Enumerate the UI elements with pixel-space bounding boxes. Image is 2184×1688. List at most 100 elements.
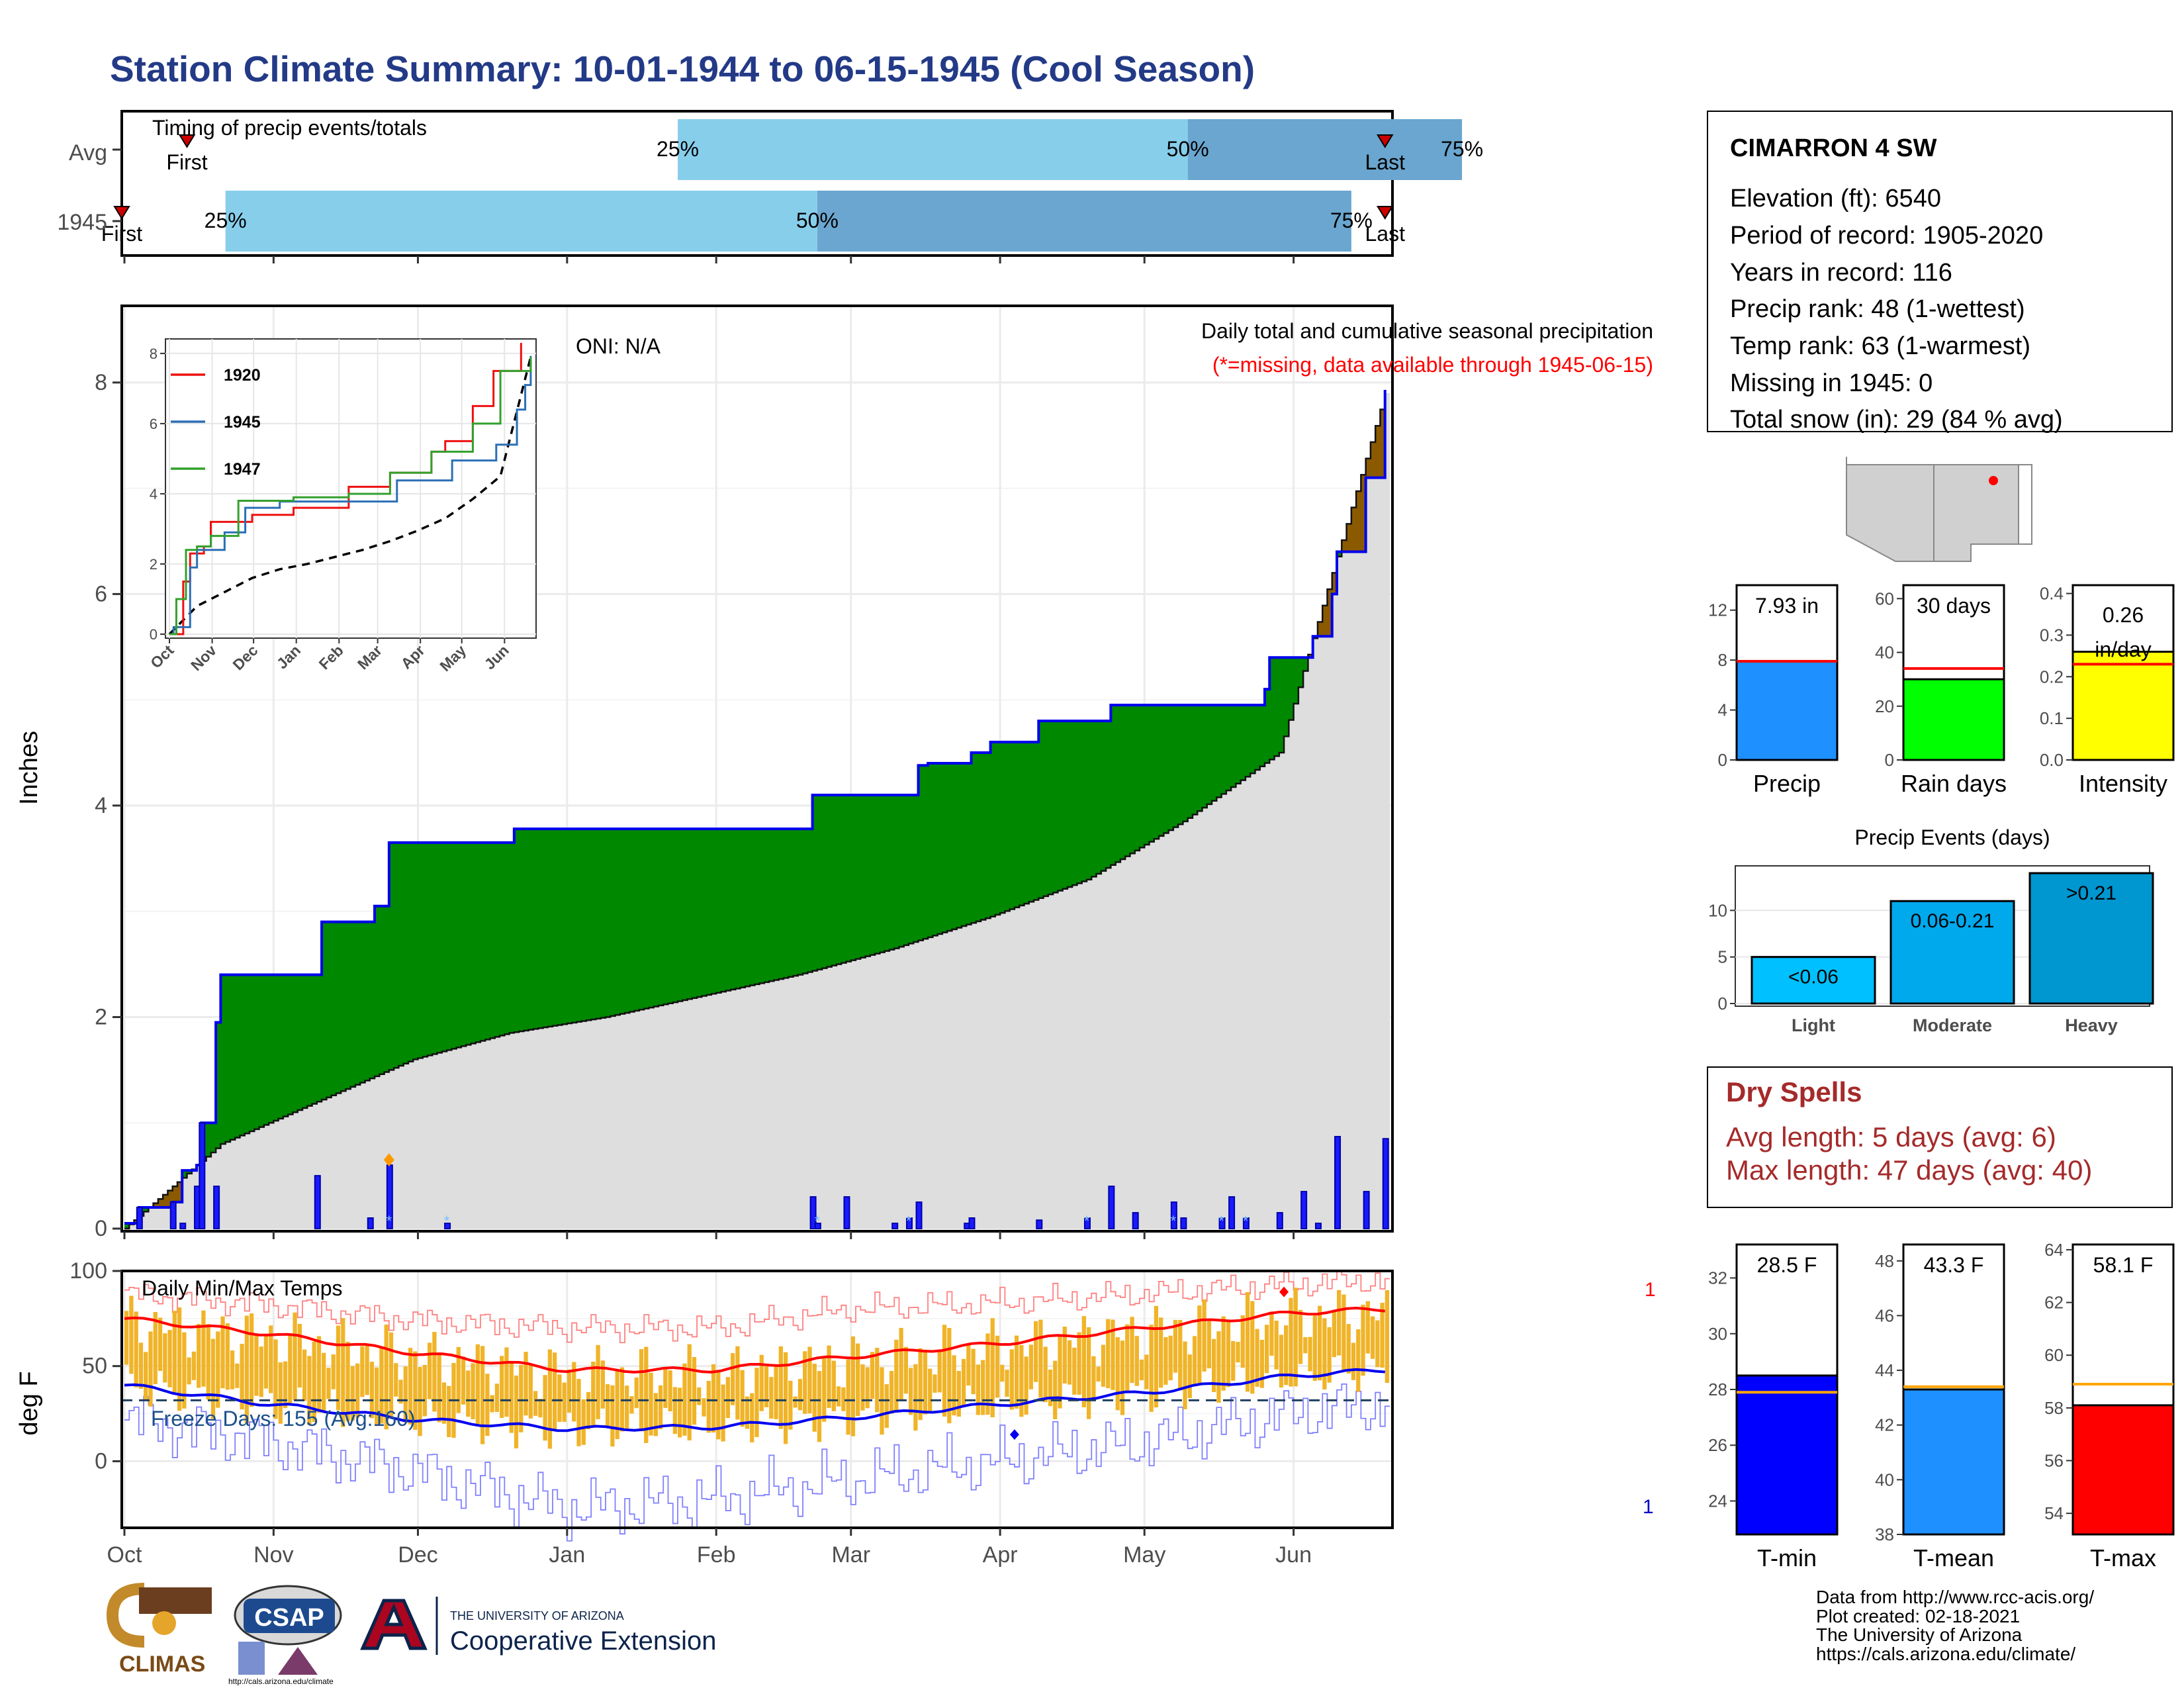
daily-temp-range-bar (293, 1312, 297, 1400)
events-title: Precip Events (days) (1854, 825, 2050, 849)
surplus-segment (1101, 721, 1107, 871)
surplus-segment (1226, 705, 1232, 791)
daily-precip-bar (968, 1217, 976, 1229)
daily-temp-range-bar (1197, 1305, 1202, 1385)
station-name: CIMARRON 4 SW (1730, 134, 1937, 162)
daily-temp-range-bar (1014, 1335, 1019, 1409)
surplus-segment (778, 829, 784, 979)
surplus-segment (1086, 721, 1092, 880)
daily-temp-range-bar (629, 1396, 634, 1414)
surplus-segment (956, 763, 962, 928)
surplus-segment (1264, 689, 1270, 763)
deficit-segment (1365, 458, 1371, 478)
temp-x-tick: Jun (1275, 1542, 1312, 1568)
daily-temp-range-bar (678, 1387, 682, 1438)
surplus-segment (1231, 705, 1236, 787)
daily-temp-range-bar (500, 1356, 504, 1419)
daily-temp-range-bar (1337, 1289, 1342, 1356)
page-title: Station Climate Summary: 10-01-1944 to 0… (110, 48, 1255, 89)
surplus-segment (1120, 705, 1126, 860)
station-location-marker (1989, 476, 1998, 485)
daily-precip-bar (906, 1217, 913, 1229)
dry-spells-max: Max length: 47 days (avg: 40) (1726, 1154, 2092, 1186)
temp-panel: 0 50 100 Oct Nov Dec Jan Feb Mar Apr May Jun deg F… (15, 1258, 1656, 1568)
daily-temp-range-bar (567, 1369, 572, 1413)
timing-panel: 25% 50% 75% First Last 25% 50% 75% First Last Tim… (57, 110, 1483, 263)
temp-bar-tick: 30 (1708, 1324, 1727, 1344)
daily-temp-range-bar (509, 1364, 514, 1433)
ua-a-icon (360, 1599, 428, 1650)
daily-temp-range-bar (586, 1391, 591, 1430)
daily-temp-range-bar (124, 1311, 129, 1365)
inset-legend-label: 1947 (224, 460, 261, 479)
daily-temp-range-bar (441, 1382, 447, 1424)
daily-temp-range-bar (350, 1366, 355, 1421)
daily-precip-bar (367, 1217, 374, 1229)
timing-first-marker (178, 134, 196, 148)
surplus-segment (225, 974, 231, 1142)
daily-temp-range-bar (1000, 1364, 1005, 1382)
surplus-segment (1250, 705, 1255, 774)
daily-temp-range-bar (797, 1379, 803, 1411)
record-high-count: 1 (1645, 1279, 1656, 1301)
daily-temp-range-bar (1327, 1327, 1332, 1383)
daily-temp-range-bar (995, 1335, 1000, 1398)
surplus-segment (475, 842, 481, 1043)
surplus-segment (1072, 721, 1077, 886)
temp-x-tick: Apr (983, 1542, 1018, 1568)
daily-precip-bar (169, 1201, 177, 1230)
surplus-segment (913, 794, 919, 943)
deficit-segment (153, 1203, 159, 1208)
timing-label-50: 50% (1167, 137, 1209, 161)
temp-bar-tick: 42 (1875, 1415, 1894, 1435)
daily-temp-range-bar (625, 1385, 629, 1430)
surplus-segment (1293, 657, 1299, 704)
temp-bar-value-label: 43.3 F (1924, 1253, 1984, 1277)
daily-temp-range-bar (1259, 1340, 1264, 1388)
map-edges (1846, 457, 2032, 545)
snow-marker: * (1171, 1213, 1177, 1229)
daily-temp-range-bar (903, 1346, 909, 1394)
daily-temp-range-bar (716, 1371, 721, 1440)
temp-bar-tick: 24 (1708, 1491, 1727, 1511)
surplus-segment (124, 1223, 130, 1229)
temp-heading: Daily Min/Max Temps (142, 1276, 342, 1300)
mini-bar-value-label: 0.26 (2103, 603, 2144, 627)
daily-temp-range-bar (259, 1346, 263, 1397)
daily-temp-range-bar (187, 1357, 191, 1385)
station-snow: Total snow (in): 29 (84 % avg) (1730, 406, 2063, 434)
surplus-segment (1144, 705, 1150, 845)
daily-temp-range-bar (663, 1368, 668, 1408)
surplus-segment (793, 829, 799, 976)
daily-temp-range-bar (725, 1377, 731, 1419)
surplus-segment (1043, 721, 1049, 896)
daily-temp-range-bar (1062, 1327, 1067, 1384)
surplus-segment (860, 794, 866, 958)
temp-bar-tick: 46 (1875, 1305, 1894, 1325)
timing-first-marker-label: First (166, 150, 207, 174)
surplus-segment (485, 842, 491, 1040)
mini-bar-tick: 0.1 (2040, 708, 2064, 728)
surplus-segment (1005, 742, 1011, 912)
surplus-segment (1077, 721, 1083, 884)
daily-temp-range-bar (923, 1349, 928, 1415)
surplus-segment (952, 763, 958, 929)
mini-bar-value-label: 30 days (1917, 594, 1991, 618)
temp-bar-tick: 48 (1875, 1251, 1894, 1271)
events-bar (1751, 956, 1876, 1005)
daily-temp-range-bar (273, 1339, 278, 1419)
daily-temp-range-bar (432, 1332, 437, 1412)
temp-bar-tick: 54 (2044, 1503, 2064, 1523)
surplus-segment (581, 829, 587, 1021)
mini-bar-value (2071, 651, 2175, 761)
station-missing: Missing in 1945: 0 (1730, 369, 1933, 397)
inset-series-1947 (169, 357, 532, 635)
surplus-segment (697, 829, 702, 998)
daily-temp-range-bar (365, 1344, 369, 1395)
timing-first-marker (113, 206, 130, 220)
surplus-segment (788, 829, 794, 977)
surplus-segment (1245, 705, 1251, 777)
surplus-segment (995, 742, 1001, 915)
surplus-segment (961, 763, 967, 927)
inset-y-tick: 6 (150, 416, 158, 432)
